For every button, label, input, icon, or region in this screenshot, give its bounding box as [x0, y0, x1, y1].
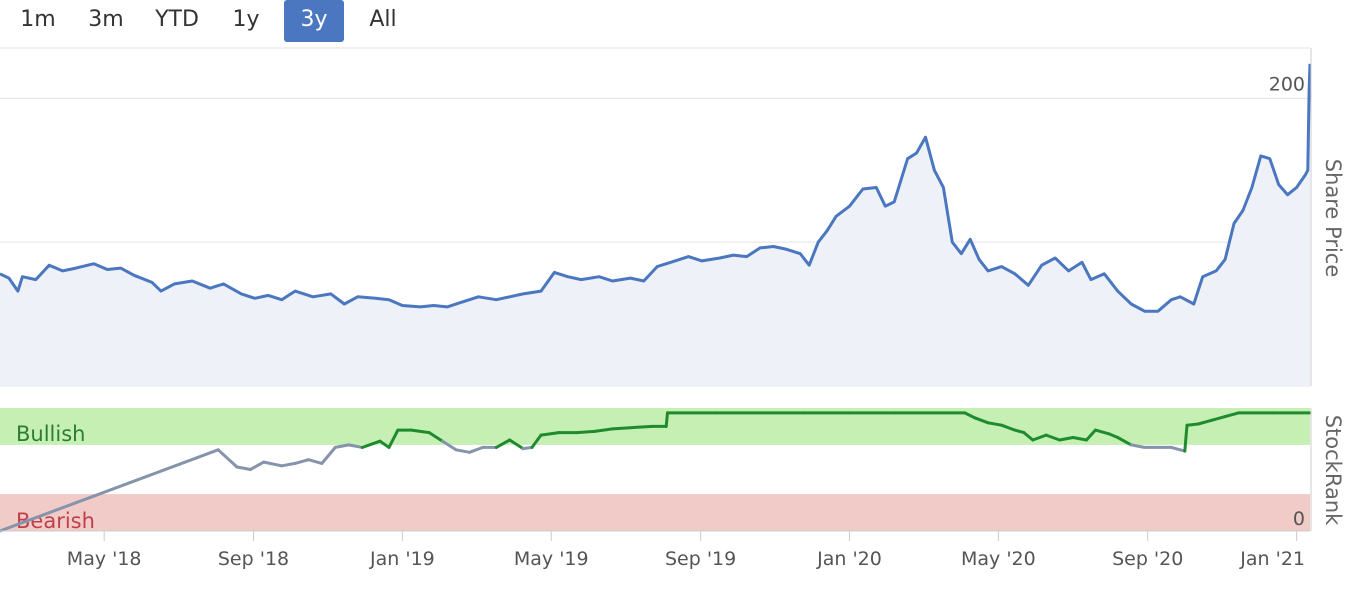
stockrank-line-segment	[1107, 432, 1120, 439]
x-axis: May '18 Sep '18 Jan '19 May '19 Sep '19 Jan '…	[0, 530, 1310, 570]
price-area-fill	[0, 63, 1310, 387]
range-button-3m[interactable]: 3m	[88, 7, 124, 32]
range-selector: 1m 3m YTD 1y 3y All	[0, 0, 600, 44]
stockrank-line-segment	[1223, 411, 1240, 419]
price-line	[0, 63, 1312, 313]
stockrank-line-segment	[1185, 422, 1200, 427]
stockrank-line-segment	[468, 445, 485, 454]
stockrank-line-segment	[539, 431, 561, 437]
price-panel: 0100200	[0, 47, 1312, 387]
stockrank-line-segment	[973, 416, 990, 425]
x-axis-tick-label: May '18	[67, 548, 142, 570]
stockrank-line-segment	[1116, 436, 1133, 447]
stockrank-line-segment	[307, 458, 324, 465]
stockrank-line-segment	[1085, 428, 1097, 442]
range-button-ytd[interactable]: YTD	[155, 7, 199, 32]
stockrank-line-segment	[986, 421, 1003, 427]
stockrank-line-segment	[1210, 415, 1227, 422]
x-axis-tick-label: Jan '20	[816, 548, 882, 570]
stockrank-line-segment	[1183, 423, 1189, 453]
x-axis-tick-label: Sep '18	[218, 548, 289, 570]
range-button-all[interactable]: All	[369, 7, 397, 32]
stockrank-line-segment	[1129, 443, 1147, 449]
stockrank-line-segment	[320, 445, 337, 465]
stockrank-line-segment	[530, 433, 543, 449]
stockrank-line-segment	[262, 460, 284, 468]
x-axis-tick-label: Jan '21	[1239, 548, 1305, 570]
x-axis-tick-label: May '20	[961, 548, 1036, 570]
stockrank-line-segment	[347, 443, 364, 449]
stockrank-line-segment	[1093, 428, 1111, 436]
stockrank-line-segment	[222, 453, 239, 469]
stockrank-line-segment	[628, 424, 655, 430]
x-axis-tick-label: Jan '19	[369, 548, 435, 570]
stockrank-line-segment	[508, 438, 525, 451]
stockrank-line-segment	[360, 439, 382, 449]
stockrank-line-segment	[1044, 433, 1062, 442]
stockrank-line-segment	[1000, 423, 1017, 432]
range-button-1y[interactable]: 1y	[232, 7, 260, 32]
stockrank-line-segment	[248, 460, 266, 471]
stockrank-line-segment	[235, 465, 252, 471]
stockrank-line-segment	[664, 411, 669, 428]
stockrank-line-segment	[1196, 418, 1214, 426]
x-axis-tick-label: Sep '19	[665, 548, 736, 570]
stockrank-line-segment	[494, 438, 512, 449]
stockrank-line-segment	[1022, 431, 1035, 442]
bearish-zone	[0, 494, 1310, 531]
stockrank-line-segment	[441, 439, 458, 452]
stockrank-line-segment	[1031, 433, 1048, 442]
bullish-label: Bullish	[16, 422, 85, 446]
stockrank-line-segment	[427, 431, 445, 443]
stockrank-line-segment	[378, 439, 391, 449]
stockrank-line-segment	[280, 461, 297, 468]
stockrank-line-segment	[1169, 445, 1187, 453]
stockrank-line-segment	[963, 411, 977, 420]
stockrank-y-tick-label: 0	[1293, 508, 1305, 530]
stockrank-line-segment	[387, 428, 400, 449]
stockrank-line-segment	[0, 448, 220, 533]
stockrank-line-segment	[293, 458, 310, 465]
stockrank-line-segment	[409, 428, 431, 435]
stockrank-line-segment	[1071, 436, 1088, 442]
stockrank-line-segment	[1013, 428, 1026, 435]
range-button-1m[interactable]: 1m	[20, 7, 56, 32]
stockrank-line-segment	[333, 443, 351, 449]
x-axis-tick-label: Sep '20	[1112, 548, 1183, 570]
stockrank-line-segment	[454, 448, 471, 454]
stockrank-axis-title: StockRank	[1321, 415, 1345, 526]
price-y-tick-label: 200	[1269, 73, 1305, 95]
stockrank-line-segment	[611, 426, 632, 431]
range-button-3y[interactable]: 3y	[284, 0, 344, 42]
x-axis-tick-label: May '19	[514, 548, 589, 570]
stockrank-line-segment	[575, 429, 597, 435]
stockrank-line-segment	[1058, 436, 1075, 442]
price-axis-title: Share Price	[1321, 159, 1345, 278]
stockrank-line-segment	[593, 427, 614, 433]
